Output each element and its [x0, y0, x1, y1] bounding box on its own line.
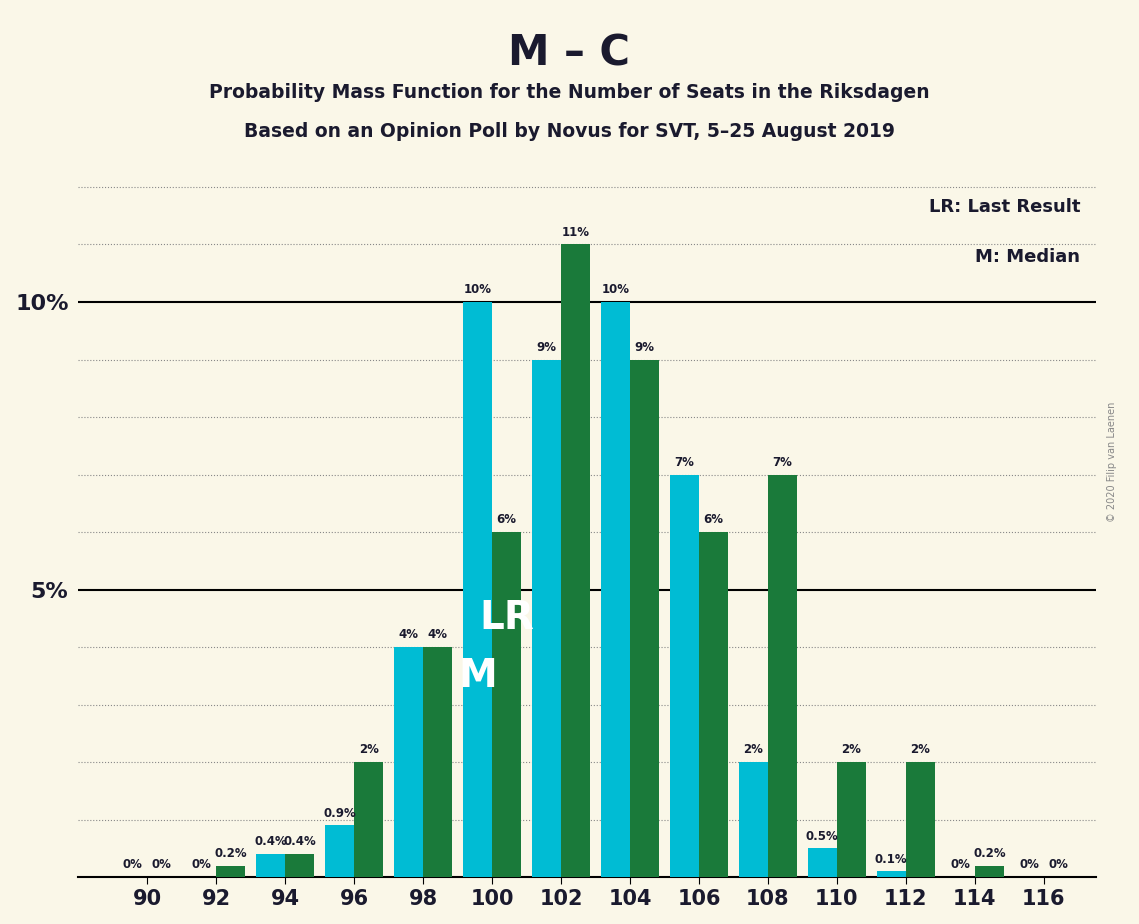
Bar: [216, 866, 246, 877]
Bar: [837, 762, 866, 877]
Text: 4%: 4%: [399, 628, 418, 641]
Bar: [492, 532, 522, 877]
Bar: [630, 359, 659, 877]
Bar: [877, 871, 906, 877]
Text: 0.5%: 0.5%: [806, 830, 838, 843]
Text: 7%: 7%: [674, 456, 695, 468]
Text: 2%: 2%: [744, 744, 763, 757]
Bar: [738, 762, 768, 877]
Bar: [256, 854, 285, 877]
Text: 6%: 6%: [497, 514, 517, 527]
Text: 0%: 0%: [191, 858, 212, 871]
Text: 0.2%: 0.2%: [973, 847, 1006, 860]
Text: 9%: 9%: [536, 341, 556, 354]
Text: M: Median: M: Median: [975, 248, 1080, 266]
Text: 2%: 2%: [359, 744, 378, 757]
Text: 10%: 10%: [464, 284, 491, 297]
Text: 2%: 2%: [910, 744, 931, 757]
Bar: [600, 302, 630, 877]
Text: 9%: 9%: [634, 341, 655, 354]
Text: 0%: 0%: [123, 858, 142, 871]
Bar: [423, 647, 452, 877]
Bar: [325, 825, 354, 877]
Bar: [532, 359, 562, 877]
Text: 11%: 11%: [562, 225, 590, 238]
Bar: [975, 866, 1005, 877]
Text: Probability Mass Function for the Number of Seats in the Riksdagen: Probability Mass Function for the Number…: [210, 83, 929, 103]
Bar: [394, 647, 423, 877]
Text: Based on an Opinion Poll by Novus for SVT, 5–25 August 2019: Based on an Opinion Poll by Novus for SV…: [244, 122, 895, 141]
Text: LR: LR: [480, 600, 534, 638]
Text: 0%: 0%: [950, 858, 970, 871]
Bar: [462, 302, 492, 877]
Text: LR: Last Result: LR: Last Result: [928, 198, 1080, 216]
Text: M – C: M – C: [508, 32, 631, 74]
Text: 0.1%: 0.1%: [875, 853, 908, 866]
Text: 0.4%: 0.4%: [284, 835, 317, 848]
Bar: [285, 854, 314, 877]
Bar: [699, 532, 728, 877]
Text: 0.2%: 0.2%: [214, 847, 247, 860]
Text: 0%: 0%: [1019, 858, 1039, 871]
Text: 0.4%: 0.4%: [254, 835, 287, 848]
Text: © 2020 Filip van Laenen: © 2020 Filip van Laenen: [1107, 402, 1116, 522]
Text: 0%: 0%: [151, 858, 172, 871]
Text: 2%: 2%: [842, 744, 861, 757]
Bar: [808, 848, 837, 877]
Text: 0%: 0%: [1049, 858, 1068, 871]
Bar: [670, 475, 699, 877]
Bar: [354, 762, 384, 877]
Text: M: M: [458, 657, 497, 695]
Bar: [768, 475, 797, 877]
Bar: [906, 762, 935, 877]
Text: 4%: 4%: [428, 628, 448, 641]
Text: 10%: 10%: [601, 284, 630, 297]
Text: 0.9%: 0.9%: [323, 807, 355, 820]
Text: 7%: 7%: [772, 456, 793, 468]
Bar: [562, 245, 590, 877]
Text: 6%: 6%: [704, 514, 723, 527]
